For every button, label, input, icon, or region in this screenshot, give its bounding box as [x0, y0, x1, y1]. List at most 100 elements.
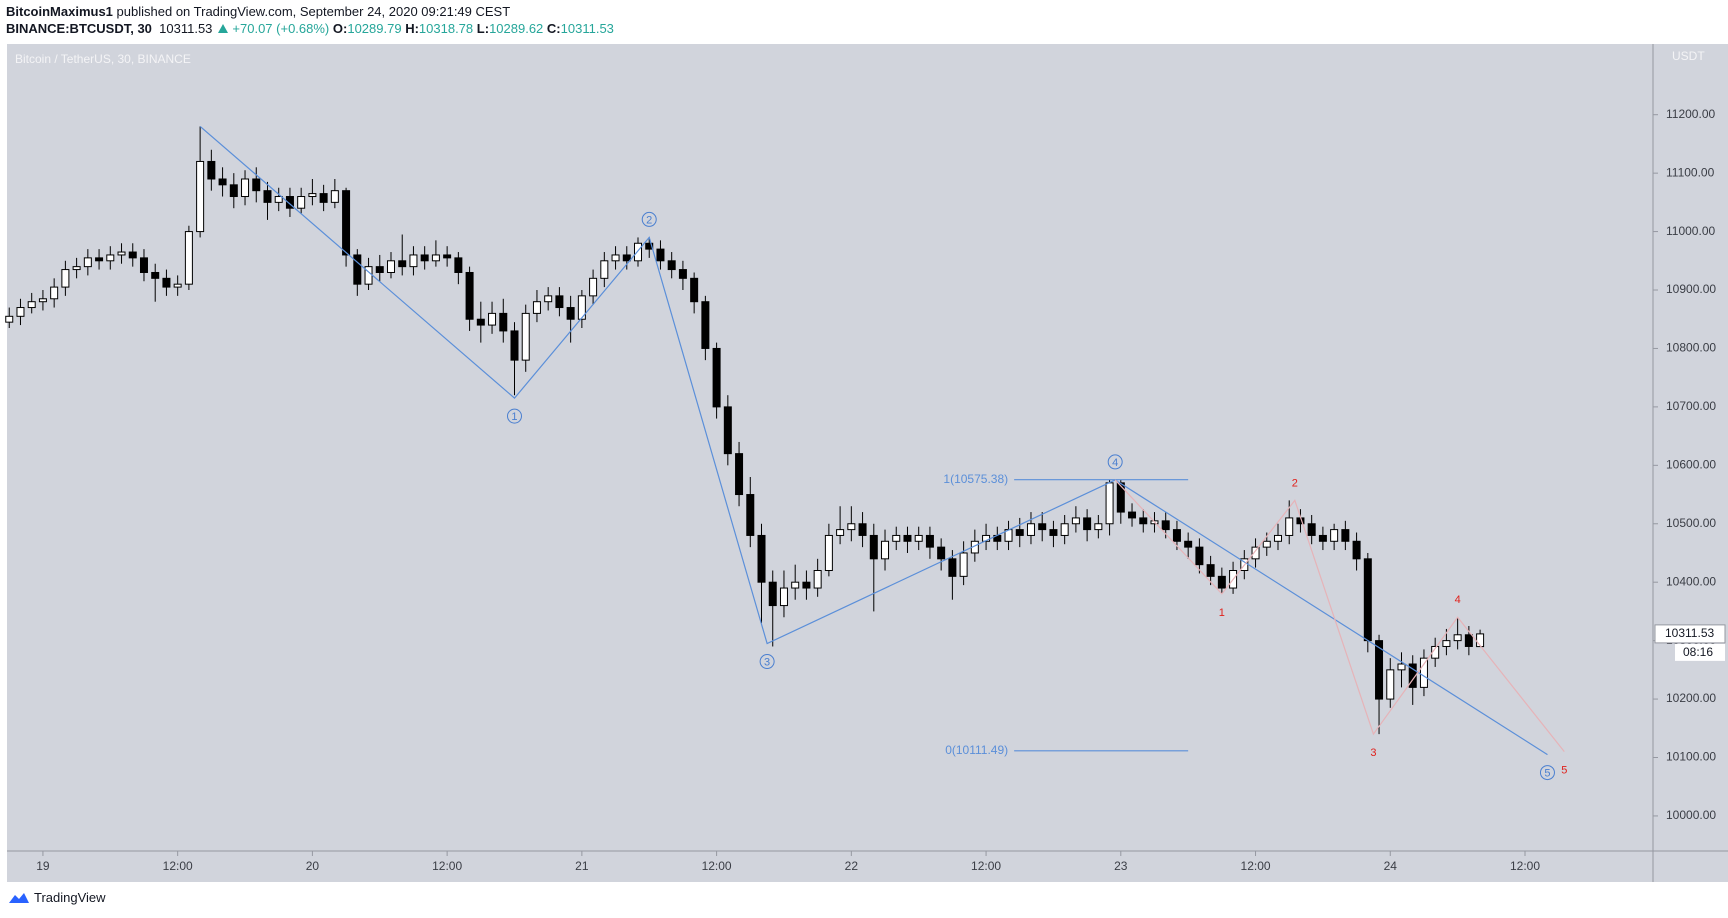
- candle-body: [779, 587, 788, 607]
- brand-logo: [9, 892, 29, 903]
- wave-label: 2: [1292, 477, 1298, 489]
- y-tick-label: 10700.00: [1666, 399, 1716, 413]
- wave-label-ring: [759, 654, 775, 670]
- candle-body: [712, 347, 721, 408]
- high-value: 10318.78: [418, 21, 474, 36]
- candle-body: [1318, 534, 1327, 542]
- wave-label: 4: [1455, 594, 1461, 606]
- candle-body: [274, 196, 283, 203]
- candle-body: [162, 277, 171, 288]
- candle-body: [386, 260, 395, 273]
- candle-body: [297, 196, 306, 209]
- wave-line: [1114, 479, 1565, 753]
- countdown-tag: [1675, 643, 1725, 661]
- wave-label: 2: [646, 214, 652, 226]
- candle-body: [50, 286, 59, 300]
- candle-body: [229, 184, 238, 198]
- candle-body: [589, 277, 598, 297]
- candle-body: [1341, 529, 1350, 542]
- y-tick-label: 10400.00: [1666, 574, 1716, 588]
- candle-body: [38, 298, 47, 303]
- wave-label: 5: [1544, 767, 1550, 779]
- candle-body: [1060, 523, 1069, 536]
- candle-body: [1307, 523, 1316, 536]
- candle-body: [465, 271, 474, 320]
- candle-body: [5, 315, 14, 323]
- chart-background: [7, 44, 1728, 882]
- candle-body: [678, 269, 687, 279]
- publish-line: BitcoinMaximus1 published on TradingView…: [6, 4, 510, 19]
- candle-body: [1419, 657, 1428, 688]
- candle-body: [1184, 540, 1193, 548]
- candle-body: [1049, 529, 1058, 536]
- y-tick-label: 11000.00: [1666, 224, 1715, 238]
- up-arrow: [218, 24, 229, 33]
- candle-body: [263, 190, 272, 203]
- candle-body: [218, 178, 227, 186]
- y-tick-label: 10000.00: [1666, 808, 1716, 822]
- y-tick-label: 11200.00: [1666, 107, 1715, 121]
- wave-label: 1: [1219, 607, 1225, 619]
- wave-label: 3: [764, 656, 770, 668]
- candle-body: [813, 570, 822, 589]
- candle-body: [925, 534, 934, 548]
- author: BitcoinMaximus1: [6, 4, 113, 19]
- candle-body: [723, 406, 732, 455]
- wave-label: 3: [1370, 747, 1376, 759]
- y-tick-label: 10600.00: [1666, 457, 1716, 471]
- candle-body: [735, 453, 744, 496]
- candle-body: [746, 494, 755, 536]
- candle-body: [1397, 663, 1406, 671]
- candle-body: [791, 581, 800, 589]
- candle-body: [1352, 540, 1361, 560]
- candle-body: [398, 260, 407, 268]
- candle-body: [690, 277, 699, 303]
- candle-body: [701, 301, 710, 349]
- candle-body: [117, 251, 126, 256]
- candle-body: [656, 248, 665, 262]
- candle-body: [892, 534, 901, 542]
- ohlc-label: L:: [476, 21, 490, 36]
- ohlc-label: O:: [332, 21, 348, 36]
- candle-body: [1285, 517, 1294, 536]
- candle-body: [454, 257, 463, 273]
- candle-body: [532, 301, 541, 314]
- candle-body: [1217, 575, 1226, 589]
- low-value: 10289.62: [489, 21, 544, 36]
- ohlc-label: H:: [405, 21, 419, 36]
- candle-body: [836, 529, 845, 536]
- candle-body: [1386, 669, 1395, 700]
- candle-body: [903, 534, 912, 542]
- ohlc-label: C:: [546, 21, 561, 36]
- x-tick-label: 12:00: [163, 859, 193, 873]
- candle-body: [27, 301, 36, 309]
- candle-body: [95, 257, 104, 262]
- candle-body: [83, 257, 92, 268]
- candle-body: [1094, 523, 1103, 531]
- change: +70.07 (+0.68%): [232, 21, 330, 36]
- candle-body: [600, 260, 609, 279]
- y-tick-label: 10800.00: [1666, 341, 1716, 355]
- candle-body: [1128, 511, 1137, 519]
- candle-body: [1375, 640, 1384, 700]
- symbol: BINANCE:BTCUSDT, 30: [6, 21, 152, 36]
- candle-body: [1015, 529, 1024, 536]
- candle-body: [1116, 482, 1125, 513]
- price-tag: [1654, 624, 1726, 644]
- candle-body: [937, 546, 946, 560]
- last-price: 10311.53: [159, 21, 213, 36]
- candle-body: [521, 312, 530, 361]
- candle-body: [544, 295, 553, 303]
- candle-body: [330, 190, 339, 203]
- candle-body: [241, 178, 250, 198]
- candle-body: [409, 254, 418, 268]
- wave-label: 1: [511, 411, 517, 423]
- candle-body: [1161, 520, 1170, 531]
- candle-body: [184, 231, 193, 285]
- wave-label: 5: [1561, 765, 1567, 777]
- candle-body: [959, 552, 968, 577]
- wave-label-ring: [641, 211, 657, 227]
- candle-body: [61, 269, 70, 288]
- candle-body: [858, 523, 867, 536]
